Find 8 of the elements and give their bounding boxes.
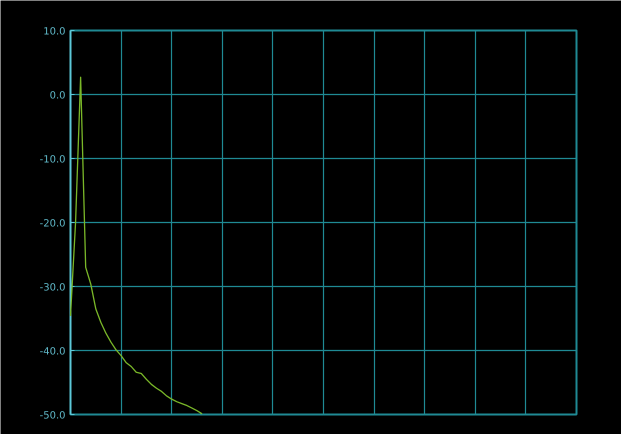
y-tick-label: 0.0 xyxy=(50,90,66,102)
y-tick-label: 10.0 xyxy=(43,26,66,38)
y-tick-label: -40.0 xyxy=(40,346,66,358)
line-series xyxy=(70,76,203,415)
y-tick-label: -50.0 xyxy=(40,410,66,422)
y-tick-label: -10.0 xyxy=(40,154,66,166)
y-tick-label: -30.0 xyxy=(40,282,66,294)
y-tick-label: -20.0 xyxy=(40,218,66,230)
